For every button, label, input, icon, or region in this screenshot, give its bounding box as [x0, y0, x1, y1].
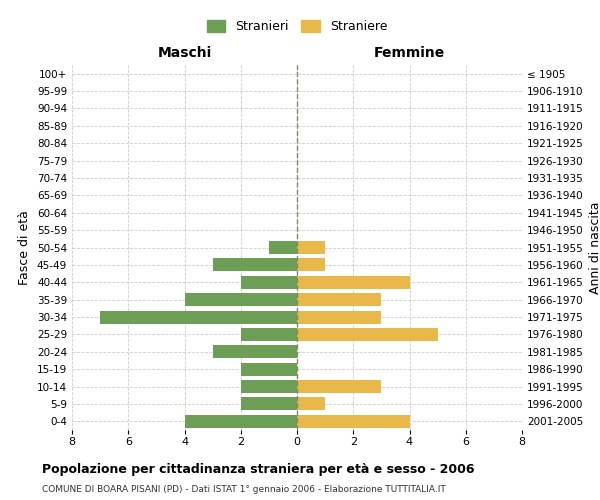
Bar: [297, 398, 325, 410]
Bar: [297, 380, 382, 393]
Bar: [100, 310, 297, 324]
Bar: [297, 310, 382, 324]
Bar: [241, 380, 297, 393]
Y-axis label: Anni di nascita: Anni di nascita: [589, 201, 600, 294]
Bar: [297, 276, 409, 289]
Bar: [241, 328, 297, 341]
Text: COMUNE DI BOARA PISANI (PD) - Dati ISTAT 1° gennaio 2006 - Elaborazione TUTTITAL: COMUNE DI BOARA PISANI (PD) - Dati ISTAT…: [42, 485, 446, 494]
Bar: [185, 415, 297, 428]
Text: Popolazione per cittadinanza straniera per età e sesso - 2006: Popolazione per cittadinanza straniera p…: [42, 462, 475, 475]
Y-axis label: Fasce di età: Fasce di età: [19, 210, 31, 285]
Bar: [297, 241, 325, 254]
Legend: Stranieri, Straniere: Stranieri, Straniere: [203, 16, 391, 37]
Bar: [297, 328, 437, 341]
Bar: [269, 241, 297, 254]
Bar: [297, 293, 382, 306]
Bar: [185, 293, 297, 306]
Bar: [241, 362, 297, 376]
Bar: [297, 415, 409, 428]
Bar: [212, 258, 297, 272]
Bar: [241, 398, 297, 410]
Bar: [212, 346, 297, 358]
Bar: [241, 276, 297, 289]
Bar: [297, 258, 325, 272]
